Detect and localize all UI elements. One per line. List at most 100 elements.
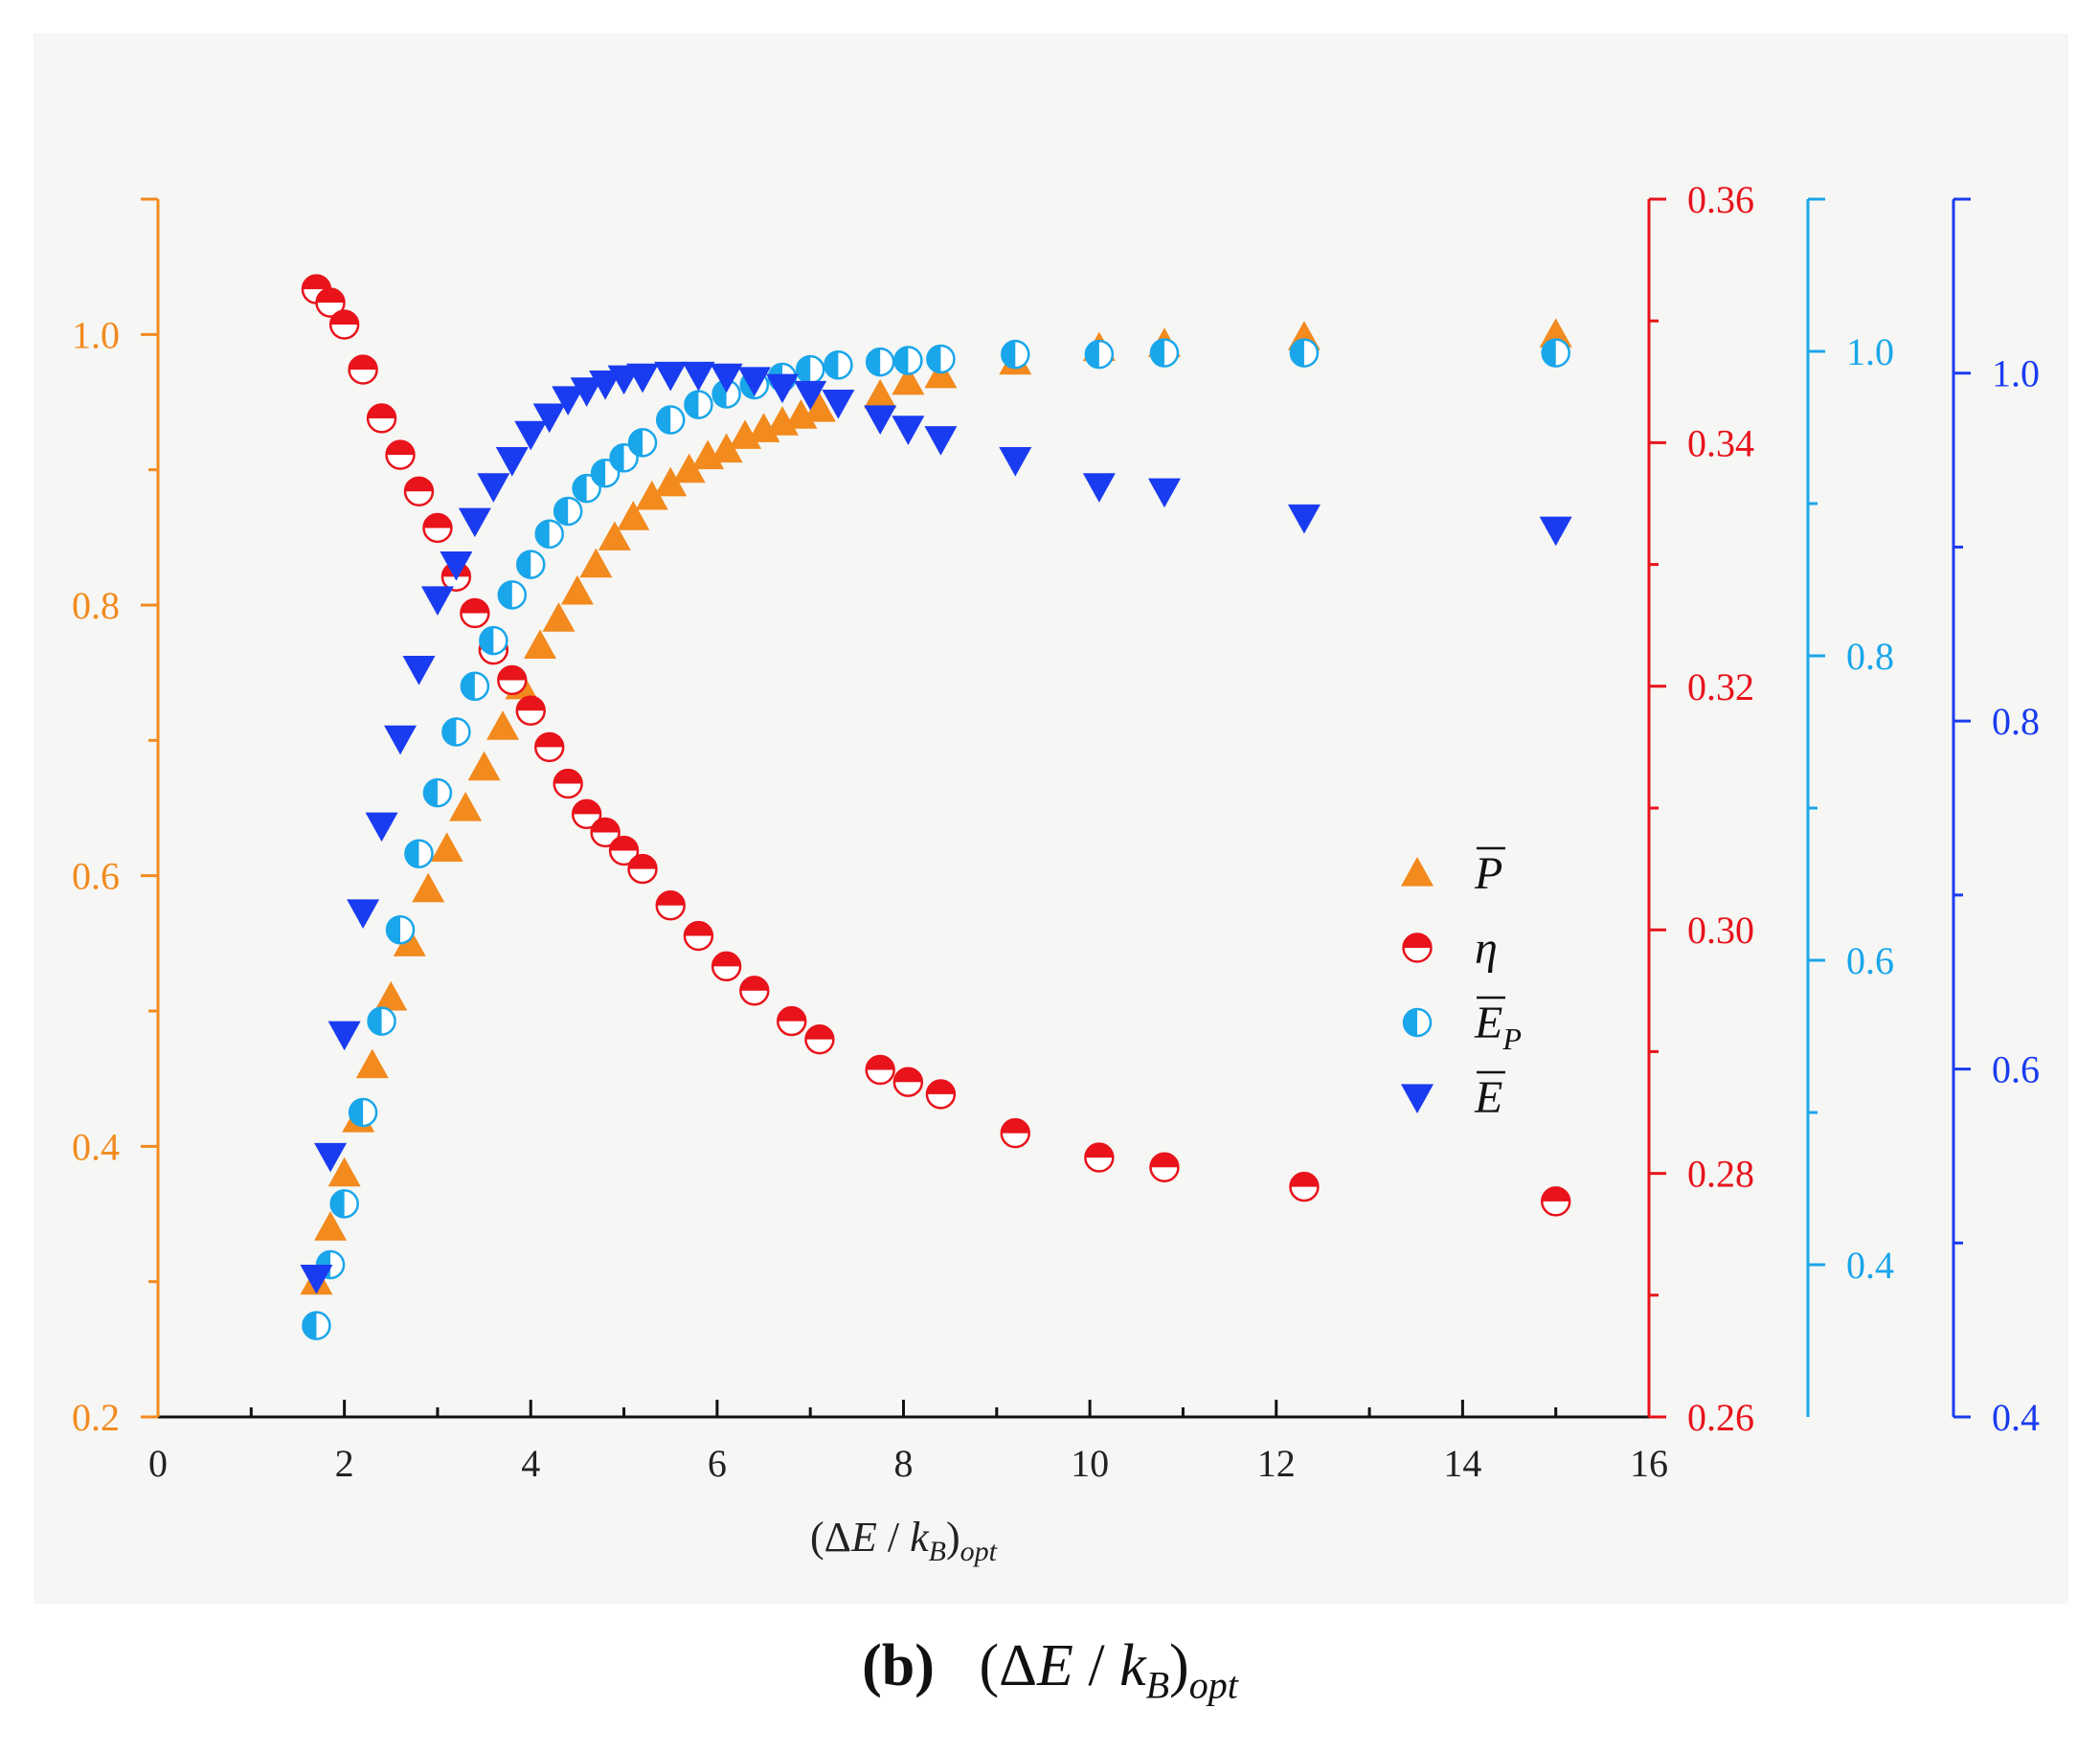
point-EP [824, 350, 853, 380]
point-P [412, 872, 445, 903]
point-EP [348, 1097, 378, 1128]
marker-fill [386, 440, 415, 456]
point-E [737, 367, 771, 396]
y-tick-label-EP: 1.0 [1846, 330, 1894, 373]
marker-fill [517, 551, 531, 578]
point-E [300, 1265, 333, 1294]
point-E [402, 656, 436, 685]
point-P [355, 1048, 389, 1079]
point-P [1539, 318, 1572, 348]
y-tick-label-eta: 0.26 [1687, 1396, 1754, 1439]
point-P [467, 751, 501, 781]
marker-fill [461, 599, 489, 614]
x-tick-label: 6 [708, 1442, 727, 1485]
point-E [495, 446, 529, 477]
legend: Pη EP E [1401, 846, 1522, 1123]
marker-fill [553, 770, 582, 784]
point-P [393, 927, 426, 956]
point-E [314, 1142, 348, 1173]
point-EP [893, 346, 923, 375]
point-EP [367, 1006, 396, 1036]
series-EP [302, 338, 1570, 1340]
point-EP [711, 379, 741, 409]
point-P [374, 980, 408, 1011]
point-EP [534, 519, 564, 550]
point-eta [422, 512, 453, 544]
point-eta [348, 354, 378, 385]
point-EP [1149, 338, 1180, 368]
point-P [617, 501, 650, 530]
point-EP [1001, 339, 1030, 370]
legend-marker-P [1401, 857, 1434, 887]
point-eta [1084, 1142, 1115, 1173]
x-tick-label: 2 [335, 1442, 354, 1485]
y-tick-label-E: 0.8 [1992, 700, 2040, 743]
point-E [365, 812, 398, 843]
marker-fill [657, 406, 671, 434]
legend-marker-EP [1402, 1007, 1433, 1038]
legend-label-P: P [1474, 848, 1502, 899]
point-P [327, 1157, 361, 1187]
marker-fill [592, 460, 606, 487]
plot-panel [34, 34, 2068, 1604]
point-P [449, 792, 483, 821]
point-EP [302, 1311, 331, 1340]
point-E [626, 363, 660, 393]
marker-fill [405, 840, 419, 867]
point-E [347, 899, 380, 930]
y-tick-label-eta: 0.36 [1687, 178, 1754, 221]
y-tick-label-eta: 0.34 [1687, 421, 1754, 464]
x-tick-label: 4 [521, 1442, 540, 1485]
point-EP [865, 347, 895, 377]
point-E [1287, 504, 1321, 534]
point-EP [422, 777, 453, 808]
y-tick-label-E: 0.6 [1992, 1048, 2040, 1091]
series [300, 274, 1572, 1340]
marker-fill [866, 1056, 894, 1070]
point-EP [404, 839, 434, 868]
marker-fill [1150, 1153, 1179, 1168]
x-tick-label: 14 [1443, 1442, 1481, 1485]
point-P [802, 393, 836, 422]
y-tick-label-P: 0.8 [72, 584, 120, 627]
point-eta [925, 1079, 957, 1110]
point-eta [865, 1054, 895, 1086]
point-eta [1149, 1152, 1180, 1182]
marker-fill [498, 666, 527, 681]
y-tick-label-P: 0.6 [72, 855, 120, 898]
point-eta [403, 476, 435, 506]
point-E [552, 386, 585, 416]
point-eta [1000, 1117, 1030, 1149]
point-P [579, 548, 613, 578]
point-EP [385, 914, 416, 945]
marker-fill [330, 1190, 345, 1218]
figure-caption: (b) (ΔE / kB)opt [0, 1632, 2100, 1707]
marker-fill [405, 477, 433, 492]
marker-fill [805, 1025, 834, 1040]
marker-fill [302, 275, 330, 290]
marker-fill [1001, 1119, 1029, 1134]
y-tick-label-E: 1.0 [1992, 352, 2040, 395]
y-tick-label-EP: 0.4 [1846, 1244, 1894, 1287]
legend-label-eta: η [1475, 923, 1498, 974]
marker-fill [1404, 1009, 1417, 1036]
marker-fill [894, 347, 909, 374]
point-eta [515, 695, 546, 726]
point-E [710, 363, 743, 393]
point-E [327, 1021, 361, 1051]
marker-fill [423, 513, 452, 528]
point-E [1539, 516, 1572, 547]
point-E [822, 390, 855, 419]
point-EP [479, 625, 508, 656]
y-tick-label-E: 0.4 [1992, 1396, 2040, 1439]
point-EP [795, 354, 825, 385]
marker-fill [1403, 933, 1432, 948]
x-tick-label: 8 [894, 1442, 914, 1485]
point-E [682, 361, 715, 392]
marker-fill [610, 837, 639, 851]
point-eta [328, 309, 360, 340]
point-eta [892, 1067, 924, 1097]
point-E [1082, 473, 1116, 503]
